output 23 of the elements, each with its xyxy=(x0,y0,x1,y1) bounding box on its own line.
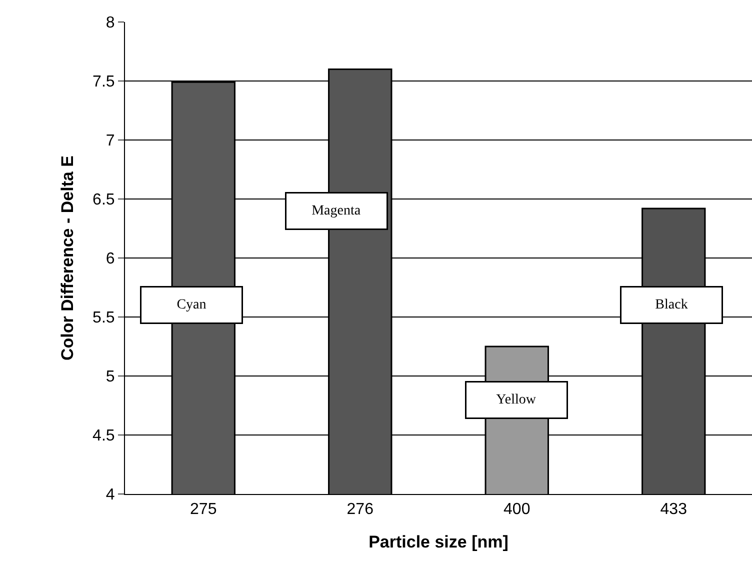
y-tick-label: 4.5 xyxy=(92,428,115,445)
series-label: Black xyxy=(655,298,688,312)
x-axis-title: Particle size [nm] xyxy=(368,532,508,552)
y-tick-label: 5 xyxy=(106,368,115,386)
series-label: Magenta xyxy=(312,204,362,218)
name-box: Magenta xyxy=(285,192,388,230)
y-tick-label: 6.5 xyxy=(92,192,115,209)
y-tick-label: 6 xyxy=(106,250,115,268)
y-tick-label: 4 xyxy=(106,486,115,504)
series-label: Cyan xyxy=(176,298,206,312)
x-tick-label: 275 xyxy=(190,501,217,518)
x-tick-label: 400 xyxy=(504,501,530,518)
name-box: Cyan xyxy=(140,286,243,324)
y-tick-label: 8 xyxy=(106,14,115,32)
y-tick-label: 7.5 xyxy=(92,74,115,91)
name-box: Black xyxy=(620,286,723,324)
x-tick-label: 433 xyxy=(660,501,688,518)
series-label: Yellow xyxy=(496,392,537,408)
name-box: Yellow xyxy=(465,381,568,419)
x-tick-label: 276 xyxy=(346,501,374,518)
y-tick-label: 7 xyxy=(106,132,115,150)
y-tick-label: 5.5 xyxy=(92,310,115,327)
y-axis-title: Color Difference - Delta E xyxy=(58,156,78,360)
